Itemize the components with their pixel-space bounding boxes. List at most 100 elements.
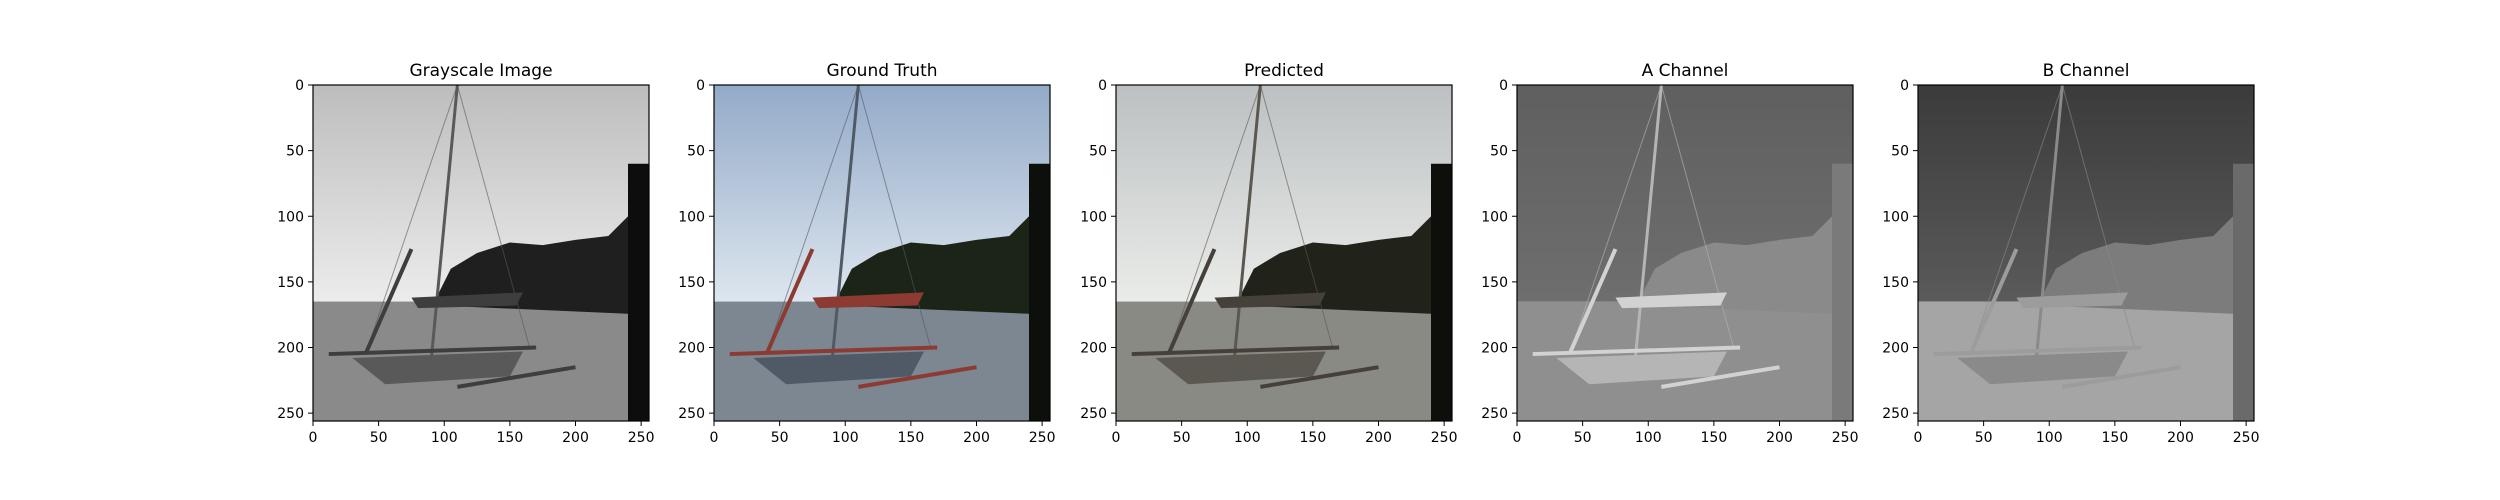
y-tick-label: 50 bbox=[286, 144, 304, 160]
panel-5: B Channel 0 50 100 150 200 250 0 50 100 150 200 250 bbox=[1882, 61, 2259, 446]
tree-line bbox=[437, 163, 649, 315]
y-tick-label: 100 bbox=[1882, 209, 1909, 225]
axes-frame bbox=[713, 84, 1051, 422]
y-tick-label: 0 bbox=[1900, 78, 1909, 94]
boat-hull bbox=[1957, 351, 2128, 385]
shore-edge bbox=[1431, 163, 1452, 421]
boat-spar bbox=[1567, 248, 1618, 355]
y-tick-label: 150 bbox=[1080, 275, 1107, 291]
x-tick-label: 0 bbox=[1914, 430, 1923, 446]
tree-line bbox=[1641, 163, 1853, 315]
boat-sail bbox=[1615, 292, 1727, 309]
panel-title: Grayscale Image bbox=[409, 61, 552, 81]
image-content bbox=[714, 85, 1050, 421]
y-tick-label: 250 bbox=[1080, 406, 1107, 422]
y-tick-label: 250 bbox=[1882, 406, 1909, 422]
x-tick-label: 50 bbox=[1173, 430, 1191, 446]
tree-line bbox=[838, 163, 1050, 315]
x-tick-label: 50 bbox=[370, 430, 388, 446]
image-content bbox=[1517, 85, 1853, 421]
x-tick-label: 150 bbox=[1701, 430, 1728, 446]
x-tick-label: 100 bbox=[2036, 430, 2063, 446]
y-tick-label: 100 bbox=[1481, 209, 1508, 225]
boat-spar bbox=[764, 248, 815, 355]
boat-outrigger bbox=[729, 345, 977, 389]
x-tick-label: 250 bbox=[2233, 430, 2260, 446]
boat-outrigger bbox=[328, 345, 576, 389]
boat-spar bbox=[1166, 248, 1217, 355]
y-tick-label: 100 bbox=[277, 209, 304, 225]
x-tick-label: 250 bbox=[1029, 430, 1056, 446]
boat-outrigger bbox=[1933, 345, 2181, 389]
x-tick-label: 50 bbox=[771, 430, 789, 446]
x-tick-label: 50 bbox=[1574, 430, 1592, 446]
tree-line bbox=[2042, 163, 2254, 315]
boat-mast bbox=[429, 85, 459, 361]
y-tick-label: 150 bbox=[277, 275, 304, 291]
image-content bbox=[1116, 85, 1452, 421]
panel-title: Ground Truth bbox=[826, 61, 937, 81]
shore-edge bbox=[1029, 163, 1050, 421]
x-tick-label: 150 bbox=[898, 430, 925, 446]
x-tick-label: 100 bbox=[1234, 430, 1261, 446]
x-tick-label: 200 bbox=[1365, 430, 1392, 446]
panel-4: A Channel 0 50 100 150 200 250 0 50 100 150 200 250 bbox=[1481, 61, 1858, 446]
y-tick-label: 250 bbox=[678, 406, 705, 422]
y-tick-label: 250 bbox=[1481, 406, 1508, 422]
boat-hull bbox=[1556, 351, 1727, 385]
panel-title: Predicted bbox=[1244, 61, 1324, 81]
tree-line bbox=[1240, 163, 1452, 315]
boat-rigging bbox=[365, 85, 531, 355]
x-tick-label: 100 bbox=[832, 430, 859, 446]
y-tick-label: 0 bbox=[1098, 78, 1107, 94]
axes-frame bbox=[312, 84, 650, 422]
image-content bbox=[1918, 85, 2254, 421]
panel-3: Predicted 0 50 100 150 200 250 0 50 100 150 200 250 bbox=[1080, 61, 1457, 446]
boat-rigging bbox=[1569, 85, 1735, 355]
x-tick-label: 250 bbox=[628, 430, 655, 446]
shore-edge bbox=[2233, 163, 2254, 421]
y-tick-label: 150 bbox=[678, 275, 705, 291]
boat-rigging bbox=[1970, 85, 2136, 355]
y-tick-label: 100 bbox=[678, 209, 705, 225]
boat-spar bbox=[1968, 248, 2019, 355]
y-tick-label: 0 bbox=[696, 78, 705, 94]
y-tick-label: 50 bbox=[687, 144, 705, 160]
x-tick-label: 150 bbox=[497, 430, 524, 446]
axes-frame bbox=[1917, 84, 2255, 422]
x-tick-label: 250 bbox=[1832, 430, 1859, 446]
y-tick-label: 200 bbox=[1481, 341, 1508, 357]
x-tick-label: 0 bbox=[309, 430, 318, 446]
y-tick-label: 150 bbox=[1882, 275, 1909, 291]
y-tick-label: 100 bbox=[1080, 209, 1107, 225]
boat-hull bbox=[753, 351, 924, 385]
boat-hull bbox=[352, 351, 523, 385]
y-tick-label: 200 bbox=[1080, 341, 1107, 357]
boat-outrigger bbox=[1131, 345, 1379, 389]
boat-sail bbox=[1214, 292, 1326, 309]
y-tick-label: 50 bbox=[1490, 144, 1508, 160]
boat-mast bbox=[2034, 85, 2064, 361]
y-tick-label: 200 bbox=[678, 341, 705, 357]
y-tick-label: 250 bbox=[277, 406, 304, 422]
y-tick-label: 0 bbox=[295, 78, 304, 94]
y-tick-label: 50 bbox=[1089, 144, 1107, 160]
panel-1: Grayscale Image 0 50 100 150 200 250 0 50 100 150 2… bbox=[277, 61, 654, 446]
x-tick-label: 200 bbox=[562, 430, 589, 446]
boat-hull bbox=[1155, 351, 1326, 385]
axes-frame bbox=[1516, 84, 1854, 422]
x-tick-label: 200 bbox=[1766, 430, 1793, 446]
x-tick-label: 150 bbox=[1300, 430, 1327, 446]
boat-rigging bbox=[1168, 85, 1334, 355]
x-tick-label: 0 bbox=[1513, 430, 1522, 446]
boat-sail bbox=[2016, 292, 2128, 309]
panel-title: B Channel bbox=[2043, 61, 2130, 81]
y-tick-label: 200 bbox=[277, 341, 304, 357]
y-tick-label: 200 bbox=[1882, 341, 1909, 357]
shore-edge bbox=[628, 163, 649, 421]
x-tick-label: 100 bbox=[431, 430, 458, 446]
shore-edge bbox=[1832, 163, 1853, 421]
x-tick-label: 200 bbox=[963, 430, 990, 446]
boat-sail bbox=[812, 292, 924, 309]
